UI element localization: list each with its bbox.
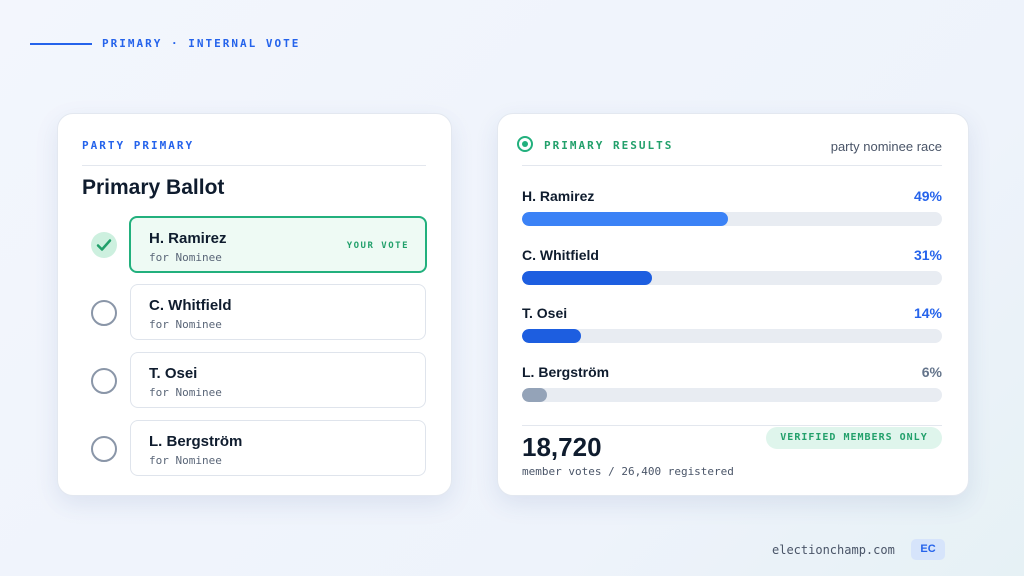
result-percent: 31% — [913, 246, 942, 263]
result-name: L. Bergström — [522, 363, 610, 380]
result-track — [522, 387, 942, 402]
results-context: party nominee race — [830, 139, 942, 154]
result-percent: 49% — [913, 188, 942, 204]
your-vote-tag: YOUR VOTE — [346, 241, 409, 251]
result-percent: 6% — [921, 363, 942, 380]
result-percent: 14% — [913, 305, 942, 321]
page-eyebrow: PRIMARY · INTERNAL VOTE — [102, 37, 301, 50]
total-votes: 18,720 — [522, 432, 602, 462]
selected-check — [91, 232, 117, 258]
divider — [82, 165, 426, 166]
total-caption: member votes / 26,400 registered — [522, 465, 734, 478]
result-track — [522, 212, 942, 226]
radio-button[interactable] — [91, 368, 117, 394]
divider — [522, 425, 942, 426]
result-bar — [522, 270, 653, 285]
footer-logo: EC — [911, 539, 945, 560]
result-track — [522, 270, 942, 285]
candidate-name: H. Ramirez — [149, 230, 227, 247]
result-track — [522, 329, 942, 343]
radio-button[interactable] — [91, 436, 117, 462]
verified-badge: VERIFIED MEMBERS ONLY — [766, 427, 942, 449]
result-name: T. Osei — [522, 305, 568, 321]
results-eyebrow: PRIMARY RESULTS — [544, 139, 674, 152]
candidate-role: for Nominee — [149, 318, 222, 331]
check-icon — [96, 239, 112, 251]
divider — [522, 165, 942, 166]
candidate-option[interactable]: C. Whitfield for Nominee — [130, 284, 426, 340]
ballot-eyebrow: PARTY PRIMARY — [82, 139, 195, 152]
candidate-name: T. Osei — [149, 365, 198, 382]
candidate-option[interactable]: L. Bergström for Nominee — [130, 420, 426, 476]
footer-domain: electionchamp.com — [772, 543, 895, 557]
result-bar — [522, 329, 581, 343]
result-name: H. Ramirez — [522, 188, 595, 204]
ballot-title: Primary Ballot — [82, 176, 225, 199]
live-indicator — [517, 136, 533, 152]
accent-line — [30, 43, 92, 45]
candidate-name: L. Bergström — [149, 433, 243, 450]
candidate-role: for Nominee — [149, 454, 222, 467]
candidate-option[interactable]: H. Ramirez for Nominee YOUR VOTE — [129, 216, 427, 273]
candidate-role: for Nominee — [149, 251, 222, 264]
radio-button[interactable] — [91, 300, 117, 326]
candidate-option[interactable]: T. Osei for Nominee — [130, 352, 426, 408]
result-bar — [522, 387, 548, 402]
result-bar — [522, 212, 728, 226]
candidate-role: for Nominee — [149, 386, 222, 399]
result-name: C. Whitfield — [522, 246, 599, 263]
candidate-name: C. Whitfield — [149, 297, 232, 314]
